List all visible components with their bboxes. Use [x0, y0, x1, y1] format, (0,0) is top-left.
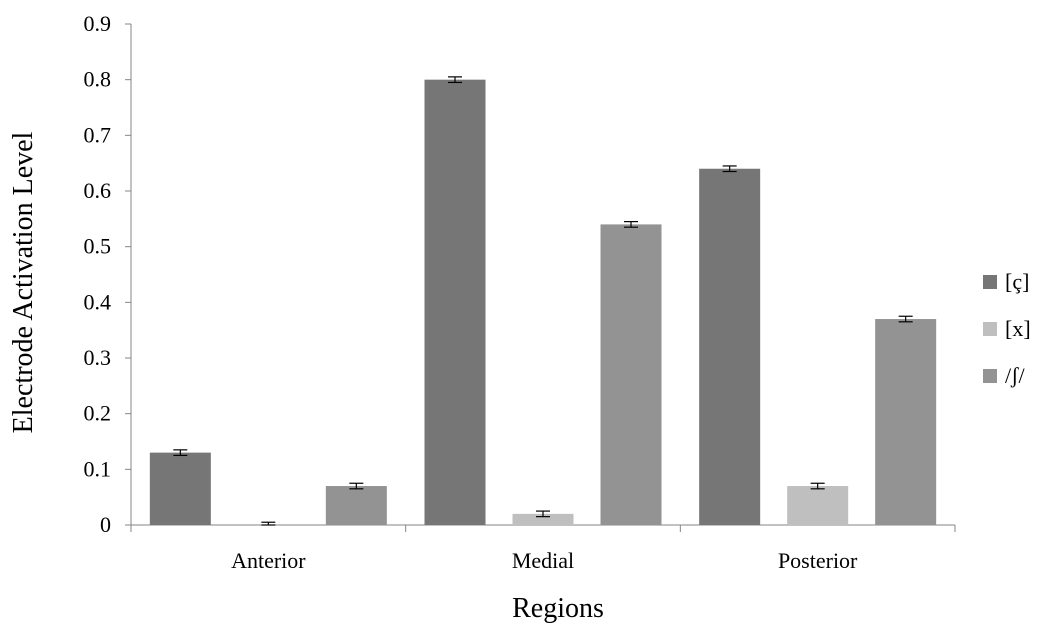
error-bars — [173, 76, 913, 526]
legend: [ç] [x] /ʃ/ — [983, 269, 1031, 388]
y-tick-label: 0.4 — [84, 289, 112, 314]
bar — [325, 486, 387, 525]
legend-label: [x] — [1005, 316, 1031, 341]
y-tick-label: 0.7 — [84, 122, 112, 147]
x-tick-label: Posterior — [778, 548, 858, 573]
legend-label: /ʃ/ — [1005, 363, 1025, 388]
bar — [875, 319, 937, 525]
x-axis-title: Regions — [512, 593, 604, 624]
y-tick-label: 0.3 — [84, 345, 112, 370]
y-tick-label: 0.8 — [84, 67, 112, 92]
legend-item: [ç] — [983, 269, 1029, 294]
error-bar — [722, 165, 737, 173]
error-bar — [898, 315, 913, 323]
error-bar — [448, 76, 462, 84]
y-tick-label: 0.9 — [84, 11, 112, 36]
error-bar — [624, 221, 638, 228]
bar — [600, 224, 662, 525]
y-tick-label: 0 — [100, 512, 111, 537]
x-tick-label: Medial — [512, 548, 574, 573]
legend-item: /ʃ/ — [983, 363, 1025, 388]
y-tick-label: 0.6 — [84, 178, 112, 203]
legend-swatch — [983, 322, 997, 336]
bar — [787, 486, 849, 525]
bars — [149, 79, 937, 526]
error-bar — [349, 482, 364, 490]
error-bar — [536, 510, 550, 518]
legend-label: [ç] — [1005, 269, 1029, 294]
y-axis-title: Electrode Activation Level — [8, 131, 39, 433]
y-axis: 0 0.1 0.2 0.3 0.4 0.5 0.6 0.7 0.8 0.9 — [84, 11, 132, 537]
error-bar — [173, 449, 188, 457]
x-axis: Anterior Medial Posterior — [130, 524, 956, 573]
y-tick-label: 0.1 — [84, 456, 112, 481]
y-tick-label: 0.5 — [84, 234, 112, 259]
bar — [512, 513, 574, 525]
error-bar — [261, 521, 276, 526]
y-tick-label: 0.2 — [84, 401, 112, 426]
error-bar — [810, 482, 825, 490]
bar — [149, 452, 211, 525]
bar — [424, 79, 486, 526]
legend-swatch — [983, 369, 997, 383]
bar — [699, 168, 761, 525]
legend-swatch — [983, 275, 997, 289]
legend-item: [x] — [983, 316, 1031, 341]
x-tick-label: Anterior — [231, 548, 306, 573]
